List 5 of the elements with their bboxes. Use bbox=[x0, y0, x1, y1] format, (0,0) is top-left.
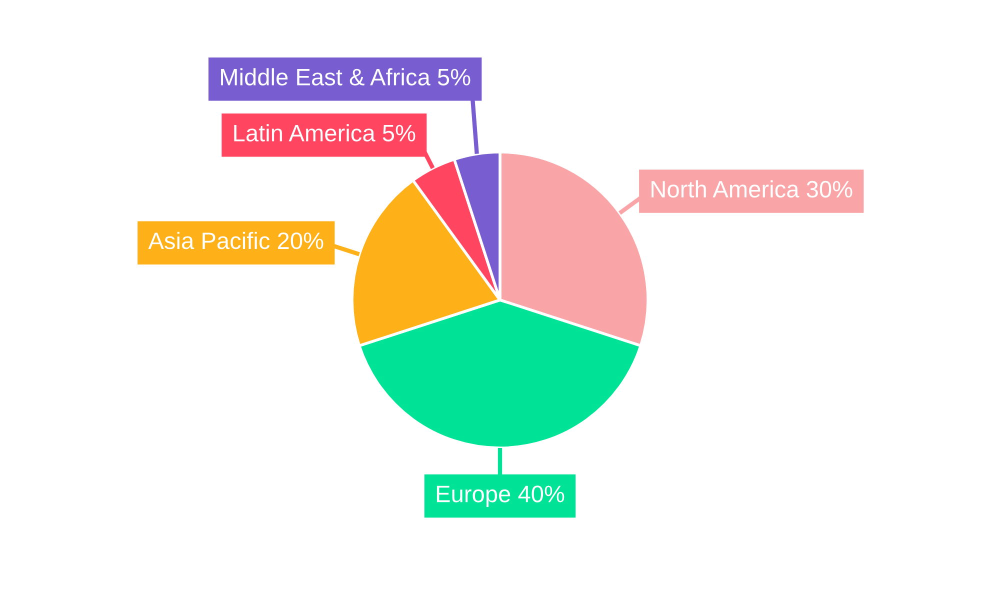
slice-label: North America 30% bbox=[652, 180, 852, 198]
slice-label: Middle East & Africa 5% bbox=[221, 68, 470, 86]
slice-label: Asia Pacific 20% bbox=[148, 232, 324, 250]
slice-label: Latin America 5% bbox=[234, 124, 416, 142]
slice-label: Europe 40% bbox=[436, 486, 564, 508]
